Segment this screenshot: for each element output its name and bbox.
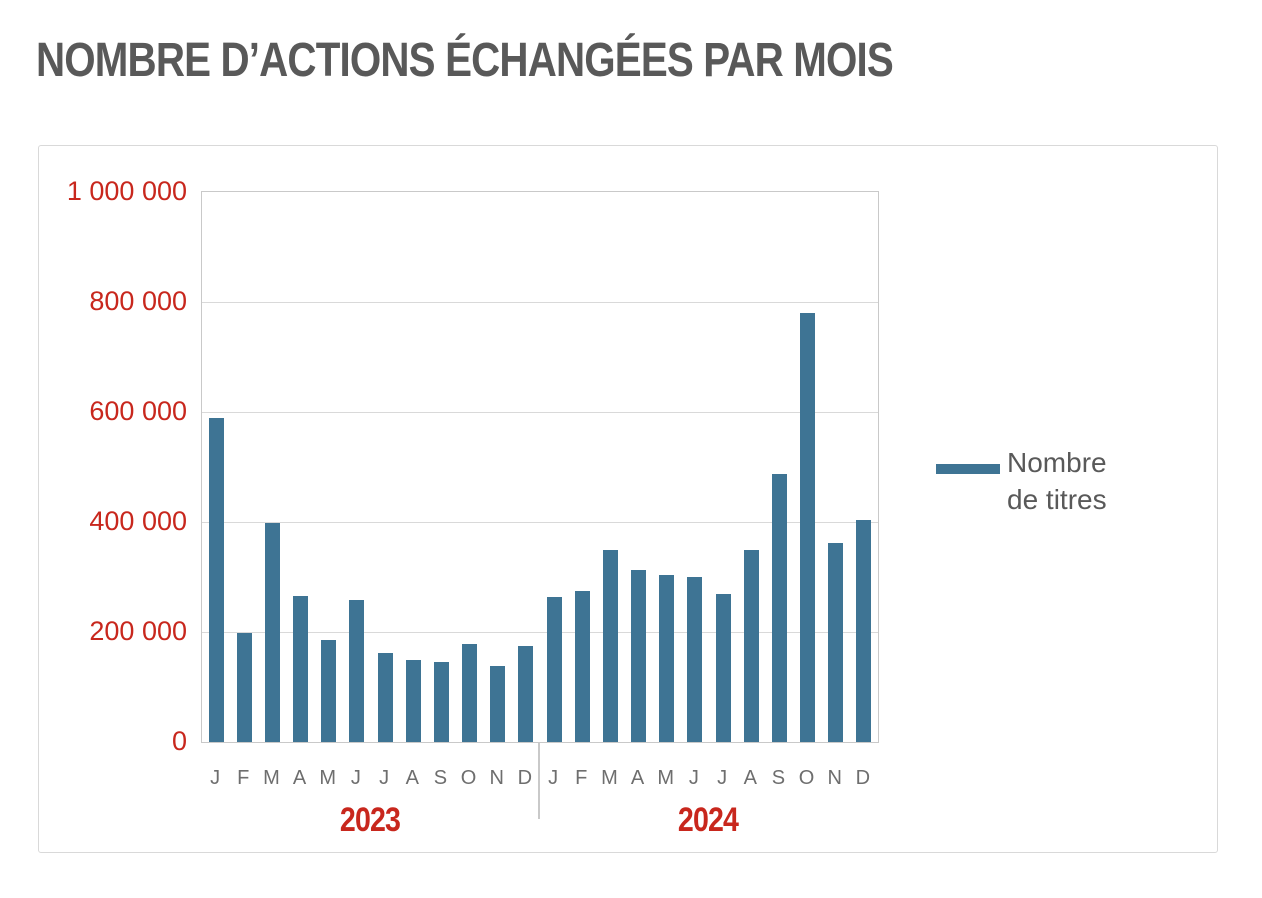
bar-2024-A [743, 549, 759, 742]
x-tick-label: O [460, 767, 477, 789]
bar-2024-M [602, 549, 618, 742]
bar-2023-F [236, 633, 252, 742]
y-tick-label: 600 000 [89, 396, 187, 426]
bar-2023-J [208, 417, 224, 742]
x-tick-label: N [489, 767, 504, 789]
x-tick-label: J [350, 767, 361, 789]
gridline [202, 522, 878, 524]
bar-2024-O [800, 313, 816, 742]
x-tick-label: N [827, 767, 842, 789]
bar-2024-A [631, 569, 647, 742]
gridline [202, 412, 878, 414]
bar-2023-J [377, 653, 393, 742]
bar-2024-S [771, 474, 787, 742]
x-tick-label: S [433, 767, 448, 789]
legend-series-label: Nombre de titres [1007, 444, 1107, 518]
year-separator-tick-middle [538, 742, 540, 819]
bar-2024-J [715, 594, 731, 742]
y-tick-label: 200 000 [89, 616, 187, 646]
legend-series-label-line1: Nombre [1007, 447, 1107, 478]
bar-2024-M [659, 574, 675, 742]
bar-2023-J [349, 600, 365, 742]
y-tick-label: 0 [171, 726, 187, 756]
y-tick-label: 800 000 [89, 286, 187, 316]
gridline [202, 302, 878, 304]
year-label-2024: 2024 [677, 801, 739, 839]
x-tick-label: A [630, 767, 645, 789]
x-tick-label: D [517, 767, 533, 789]
gridline [202, 632, 878, 634]
bar-2023-M [321, 640, 337, 742]
bar-2024-D [856, 519, 872, 742]
bar-2024-J [546, 597, 562, 742]
bar-2023-A [405, 660, 421, 742]
plot-area [201, 191, 879, 743]
bar-2023-S [433, 661, 449, 742]
x-tick-label: O [798, 767, 815, 789]
bar-2024-F [574, 591, 590, 742]
bar-2023-N [490, 665, 506, 742]
bar-2024-J [687, 577, 703, 742]
x-tick-label: J [688, 767, 699, 789]
x-tick-label: M [601, 767, 618, 789]
x-tick-label: J [717, 767, 728, 789]
legend-swatch [936, 464, 1000, 474]
x-tick-label: S [771, 767, 786, 789]
x-tick-label: M [263, 767, 280, 789]
y-tick-label: 400 000 [89, 506, 187, 536]
bar-2023-M [264, 522, 280, 742]
x-tick-label: F [237, 767, 250, 789]
chart-card: 1 000 000 800 000 600 000 400 000 200 000 0 J… [38, 145, 1218, 853]
x-tick-label: M [657, 767, 675, 789]
y-tick-label: 1 000 000 [66, 176, 187, 206]
chart-title: NOMBRE D’ACTIONS ÉCHANGÉES PAR MOIS [36, 34, 894, 87]
legend-series-label-line2: de titres [1007, 484, 1107, 515]
x-tick-label: J [210, 767, 221, 789]
x-tick-label: J [379, 767, 390, 789]
bar-2024-N [828, 543, 844, 742]
bar-2023-D [518, 646, 534, 742]
year-label-2023: 2023 [339, 801, 401, 839]
x-tick-label: D [855, 767, 871, 789]
x-tick-label: J [548, 767, 559, 789]
x-tick-label: A [743, 767, 757, 789]
x-tick-label: F [575, 767, 588, 789]
x-tick-label: A [292, 767, 307, 789]
x-tick-label: M [319, 767, 337, 789]
x-tick-label: A [405, 767, 419, 789]
bar-2023-A [293, 595, 309, 742]
bar-2023-O [462, 644, 478, 742]
